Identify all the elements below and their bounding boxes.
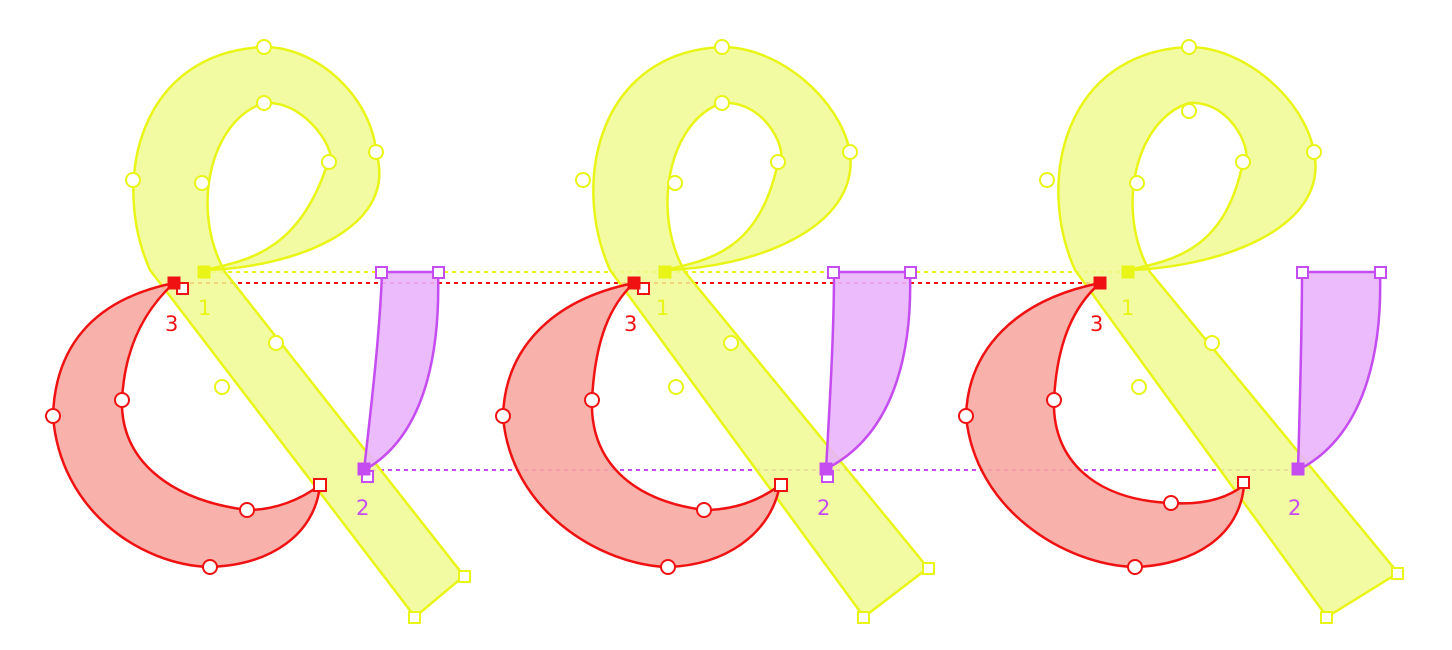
contour-label-3: 3 bbox=[165, 312, 178, 336]
contour-label-3: 3 bbox=[1090, 312, 1103, 336]
contour-label-2: 2 bbox=[356, 496, 369, 520]
start-point-contour-1[interactable] bbox=[658, 265, 672, 279]
on-curve-point[interactable] bbox=[256, 95, 272, 111]
start-point-contour-1[interactable] bbox=[197, 265, 211, 279]
on-curve-point[interactable] bbox=[1306, 144, 1322, 160]
on-curve-point[interactable] bbox=[256, 39, 272, 55]
on-curve-point[interactable] bbox=[1204, 335, 1220, 351]
on-curve-point[interactable] bbox=[696, 502, 712, 518]
contour-label-1: 1 bbox=[1121, 296, 1134, 320]
ampersand-glyph-2: 1 3 2 bbox=[495, 39, 935, 624]
corner-point[interactable] bbox=[1237, 476, 1250, 489]
on-curve-point[interactable] bbox=[1235, 154, 1251, 170]
on-curve-point[interactable] bbox=[368, 144, 384, 160]
corner-point[interactable] bbox=[774, 478, 788, 492]
on-curve-point[interactable] bbox=[239, 502, 255, 518]
on-curve-point[interactable] bbox=[1163, 495, 1179, 511]
on-curve-point[interactable] bbox=[1129, 175, 1145, 191]
on-curve-point[interactable] bbox=[714, 95, 730, 111]
corner-point[interactable] bbox=[458, 570, 471, 583]
on-curve-point[interactable] bbox=[714, 39, 730, 55]
on-curve-point[interactable] bbox=[660, 559, 676, 575]
corner-point[interactable] bbox=[432, 266, 445, 279]
on-curve-point[interactable] bbox=[584, 392, 600, 408]
on-curve-point[interactable] bbox=[202, 559, 218, 575]
contour-label-3: 3 bbox=[624, 312, 637, 336]
corner-point[interactable] bbox=[1296, 266, 1309, 279]
start-point-contour-3[interactable] bbox=[167, 276, 181, 290]
corner-point[interactable] bbox=[1374, 266, 1387, 279]
contour-points bbox=[45, 39, 471, 624]
on-curve-point[interactable] bbox=[842, 144, 858, 160]
on-curve-point[interactable] bbox=[1181, 39, 1197, 55]
corner-point[interactable] bbox=[857, 611, 870, 624]
on-curve-point[interactable] bbox=[667, 175, 683, 191]
on-curve-point[interactable] bbox=[1127, 559, 1143, 575]
start-point-contour-2[interactable] bbox=[819, 462, 833, 476]
start-point-contour-1[interactable] bbox=[1121, 265, 1135, 279]
ampersand-glyph-3: 1 3 2 bbox=[958, 39, 1404, 624]
on-curve-point[interactable] bbox=[770, 154, 786, 170]
start-point-contour-3[interactable] bbox=[1093, 276, 1107, 290]
contour-label-1: 1 bbox=[656, 296, 669, 320]
contour-label-1: 1 bbox=[198, 296, 211, 320]
on-curve-point[interactable] bbox=[1039, 172, 1055, 188]
on-curve-point[interactable] bbox=[114, 392, 130, 408]
contour-label-2: 2 bbox=[817, 496, 830, 520]
on-curve-point[interactable] bbox=[321, 154, 337, 170]
corner-point[interactable] bbox=[313, 478, 327, 492]
on-curve-point[interactable] bbox=[1181, 103, 1197, 119]
on-curve-point[interactable] bbox=[575, 172, 591, 188]
start-point-contour-2[interactable] bbox=[357, 462, 371, 476]
on-curve-point[interactable] bbox=[723, 335, 739, 351]
corner-point[interactable] bbox=[827, 266, 840, 279]
corner-point[interactable] bbox=[408, 611, 421, 624]
on-curve-point[interactable] bbox=[125, 172, 141, 188]
ampersand-glyph-1: 1 3 2 bbox=[45, 39, 471, 624]
on-curve-point[interactable] bbox=[1131, 379, 1147, 395]
on-curve-point[interactable] bbox=[268, 335, 284, 351]
on-curve-point[interactable] bbox=[1046, 392, 1062, 408]
start-point-contour-2[interactable] bbox=[1291, 462, 1305, 476]
corner-point[interactable] bbox=[375, 266, 388, 279]
contour-points bbox=[495, 39, 935, 624]
on-curve-point[interactable] bbox=[958, 408, 974, 424]
contour-2-outline[interactable] bbox=[1296, 270, 1382, 473]
on-curve-point[interactable] bbox=[194, 175, 210, 191]
corner-point[interactable] bbox=[904, 266, 917, 279]
on-curve-point[interactable] bbox=[495, 408, 511, 424]
corner-point[interactable] bbox=[922, 562, 935, 575]
contour-points bbox=[958, 39, 1404, 624]
corner-point[interactable] bbox=[1391, 567, 1404, 580]
contour-label-2: 2 bbox=[1288, 496, 1301, 520]
start-point-contour-3[interactable] bbox=[627, 276, 641, 290]
corner-point[interactable] bbox=[1320, 611, 1333, 624]
on-curve-point[interactable] bbox=[214, 379, 230, 395]
contour-2-outline[interactable] bbox=[362, 270, 440, 473]
on-curve-point[interactable] bbox=[668, 379, 684, 395]
on-curve-point[interactable] bbox=[45, 408, 61, 424]
contour-2-outline[interactable] bbox=[824, 270, 912, 474]
